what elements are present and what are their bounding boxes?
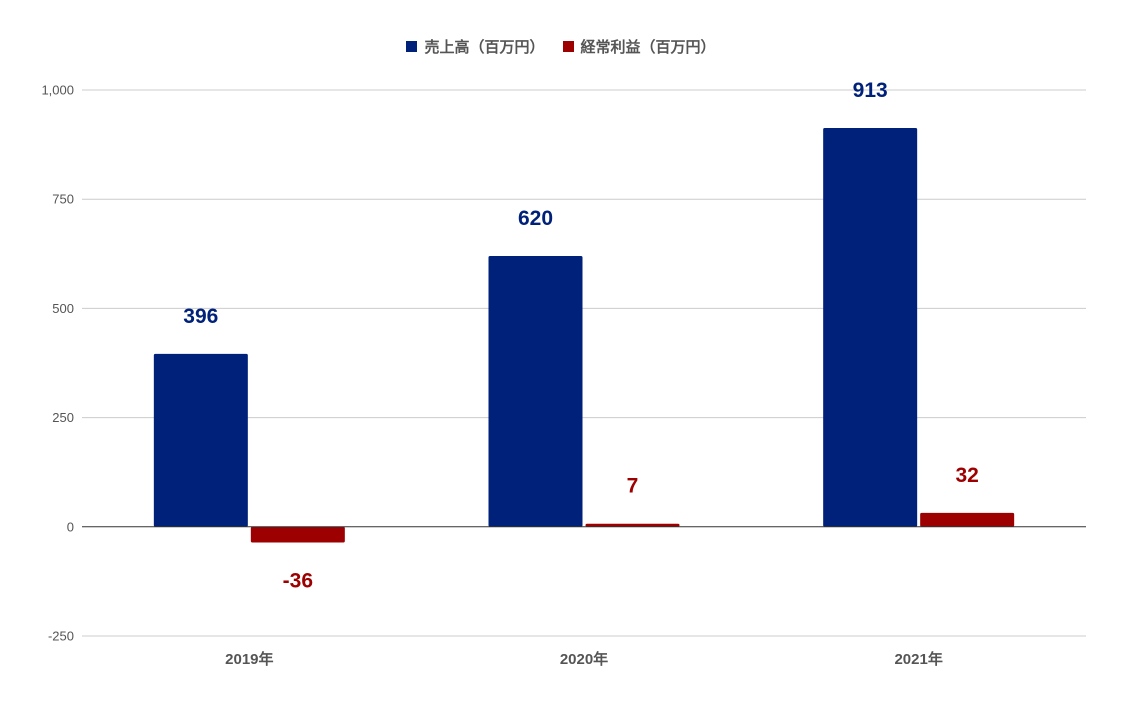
legend-label-profit: 経常利益（百万円） <box>580 39 716 56</box>
bar-profit <box>585 523 680 527</box>
x-tick-label: 2021年 <box>894 650 942 668</box>
y-tick-label: 0 <box>67 519 74 534</box>
legend-label-sales: 売上高（百万円） <box>424 39 545 56</box>
bar-sales <box>153 353 248 527</box>
y-axis-ticks: -250 0 250 500 750 1,000 <box>41 83 74 644</box>
legend: 売上高（百万円） 経常利益（百万円） <box>0 36 1122 57</box>
bar-profit <box>250 526 345 543</box>
data-label: 7 <box>627 475 639 498</box>
y-tick-label: -250 <box>48 629 74 644</box>
bar-profit <box>920 512 1015 527</box>
data-labels: 396 -36 620 7 913 32 <box>183 79 979 593</box>
data-label: 913 <box>853 79 888 102</box>
y-tick-label: 500 <box>52 301 74 316</box>
legend-item-sales[interactable]: 売上高（百万円） <box>406 36 545 57</box>
legend-swatch-profit <box>562 41 574 52</box>
data-label: -36 <box>283 570 313 593</box>
x-axis-ticks: 2019年 2020年 2021年 <box>225 650 943 668</box>
bar-sales <box>823 128 918 527</box>
data-label: 32 <box>955 464 978 487</box>
legend-item-profit[interactable]: 経常利益（百万円） <box>562 36 716 57</box>
gridlines <box>82 89 1086 637</box>
x-tick-label: 2020年 <box>560 650 608 668</box>
data-label: 396 <box>183 305 218 328</box>
legend-swatch-sales <box>406 41 418 52</box>
bar-sales <box>488 255 583 527</box>
y-tick-label: 250 <box>52 410 74 425</box>
bars <box>153 128 1015 543</box>
data-label: 620 <box>518 207 553 230</box>
x-tick-label: 2019年 <box>225 650 273 668</box>
y-tick-label: 750 <box>52 192 74 207</box>
y-tick-label: 1,000 <box>41 83 74 98</box>
